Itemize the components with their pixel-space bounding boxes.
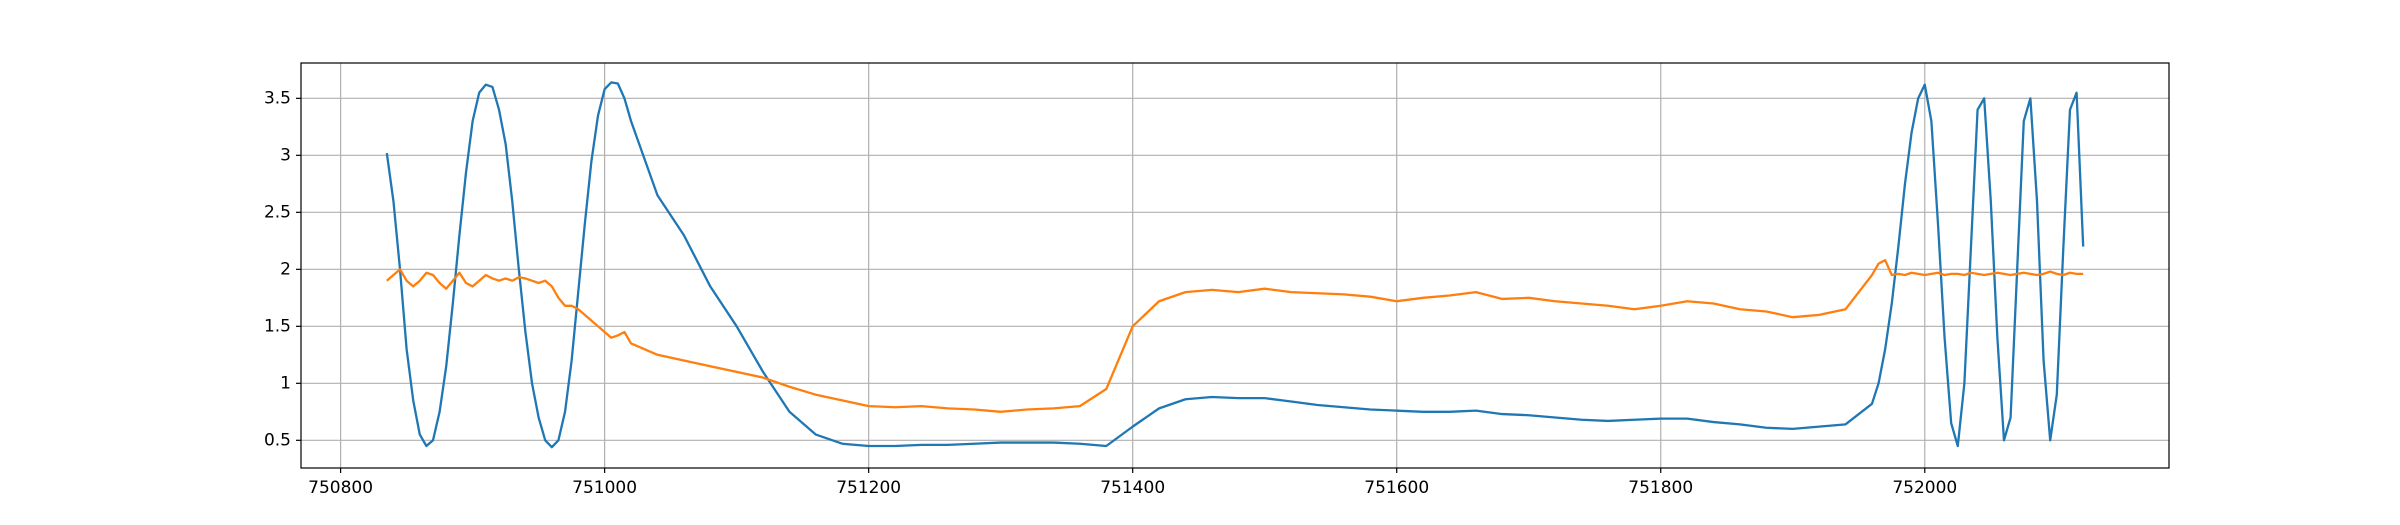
y-tick-label: 1	[280, 373, 291, 393]
series-line	[385, 81, 2085, 449]
x-tick-label: 751800	[1628, 478, 1693, 498]
x-tick-label: 751000	[572, 478, 637, 498]
x-tick-label: 751600	[1364, 478, 1429, 498]
x-tick-label: 751200	[836, 478, 901, 498]
y-tick-label: 3	[280, 145, 291, 165]
x-tick-label: 750800	[308, 478, 373, 498]
y-tick-label: 3.5	[264, 88, 291, 108]
y-tick-label: 2	[280, 259, 291, 279]
y-tick-label: 0.5	[264, 430, 291, 450]
x-tick-label: 752000	[1892, 478, 1957, 498]
y-tick-label: 1.5	[264, 316, 291, 336]
series-line	[386, 259, 2084, 413]
plot-frame	[300, 62, 2170, 469]
x-tick-label: 751400	[1100, 478, 1165, 498]
y-tick-label: 2.5	[264, 202, 291, 222]
